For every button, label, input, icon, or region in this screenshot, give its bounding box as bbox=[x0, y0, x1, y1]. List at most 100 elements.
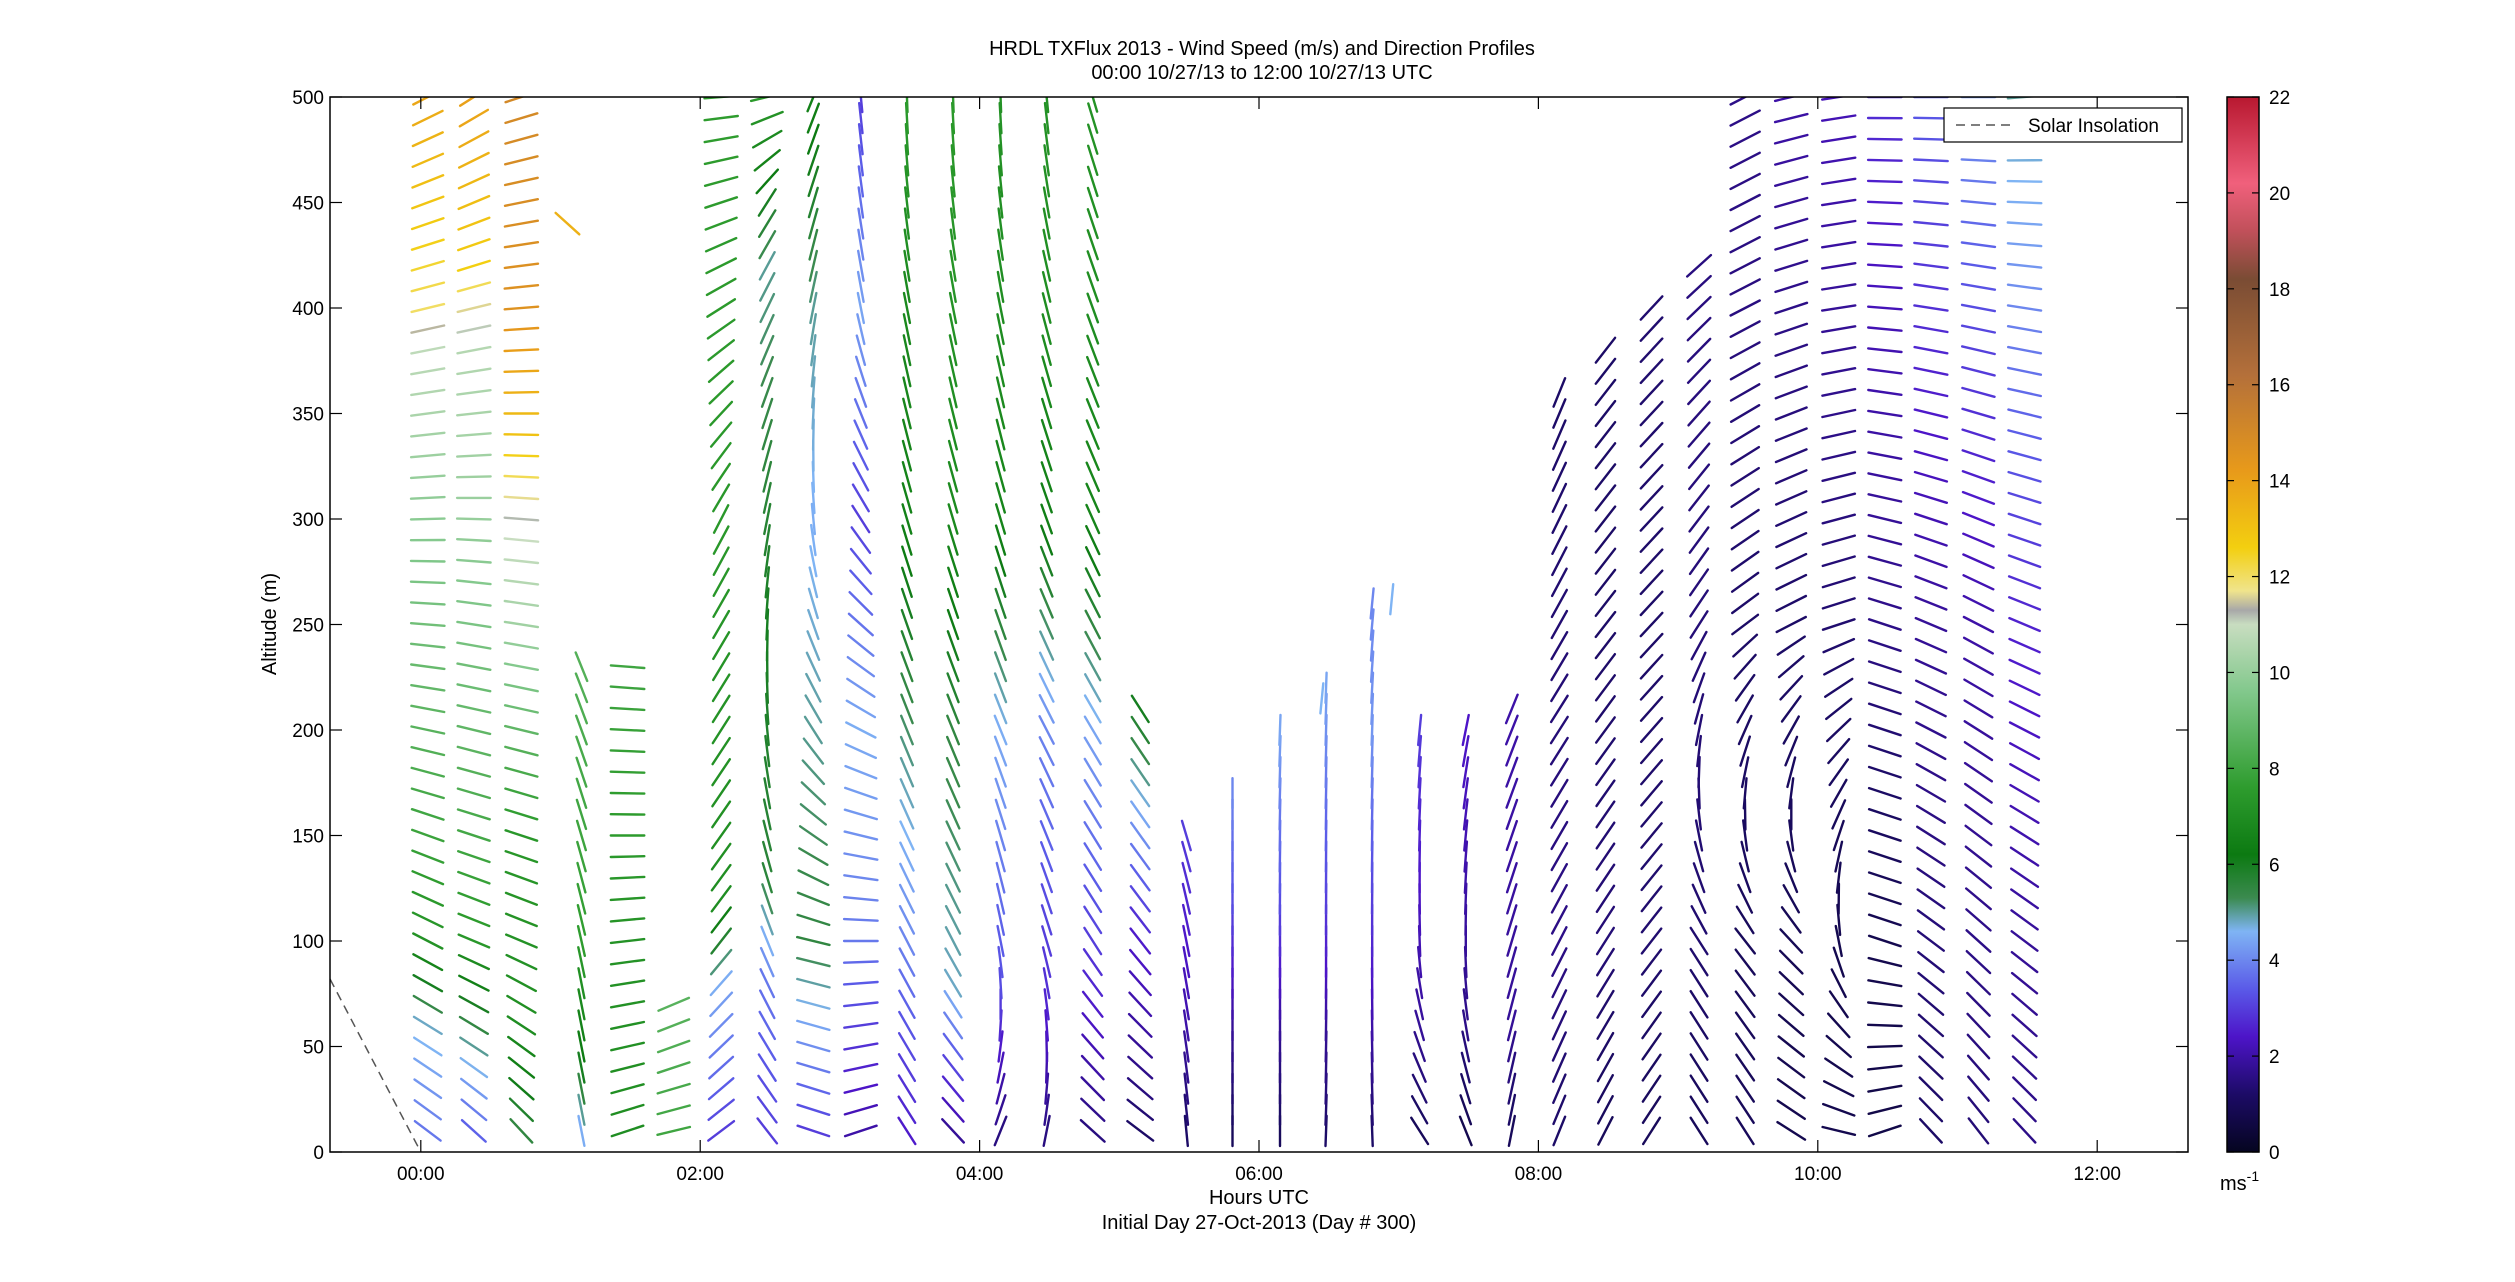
wind-arrow bbox=[1550, 884, 1568, 914]
wind-arrow bbox=[1551, 546, 1568, 577]
wind-arrow bbox=[796, 1061, 831, 1074]
wind-arrow bbox=[1821, 471, 1857, 482]
wind-arrow bbox=[456, 829, 491, 842]
wind-arrow bbox=[845, 699, 877, 719]
wind-arrow bbox=[1129, 906, 1152, 934]
wind-arrow bbox=[1821, 450, 1857, 461]
wind-arrow bbox=[1594, 674, 1617, 702]
wind-arrow bbox=[657, 1018, 691, 1033]
wind-arrow bbox=[1867, 1104, 1903, 1116]
wind-arrow bbox=[1038, 694, 1055, 724]
wind-arrow bbox=[763, 524, 771, 557]
wind-arrow bbox=[710, 885, 732, 913]
wind-arrow bbox=[857, 228, 865, 261]
wind-arrow bbox=[996, 355, 1006, 388]
wind-arrow bbox=[574, 693, 588, 725]
wind-arrow bbox=[1412, 1052, 1427, 1083]
wind-arrow bbox=[1918, 1097, 1944, 1123]
wind-arrow bbox=[1084, 630, 1102, 661]
wind-arrow bbox=[847, 634, 875, 657]
wind-arrow bbox=[1130, 800, 1151, 829]
wind-arrow bbox=[575, 777, 588, 809]
wind-arrow bbox=[1729, 109, 1761, 127]
wind-arrow bbox=[575, 798, 588, 831]
wind-arrow bbox=[709, 400, 734, 427]
wind-arrow bbox=[1821, 576, 1856, 589]
wind-arrow bbox=[946, 630, 960, 662]
wind-arrow bbox=[852, 462, 870, 492]
wind-arrow bbox=[1867, 513, 1903, 525]
wind-arrow bbox=[2006, 345, 2043, 355]
wind-arrow bbox=[457, 194, 491, 211]
wind-arrow bbox=[1041, 355, 1053, 388]
wind-arrow bbox=[1039, 841, 1054, 873]
wind-arrow bbox=[1127, 1034, 1154, 1059]
wind-arrow bbox=[1130, 737, 1151, 766]
wind-arrow bbox=[711, 800, 732, 829]
wind-arrow bbox=[1738, 862, 1752, 894]
wind-arrow bbox=[1042, 249, 1052, 282]
wind-arrow bbox=[1730, 487, 1760, 508]
wind-arrow bbox=[2007, 512, 2042, 526]
wind-arrow bbox=[1081, 1012, 1105, 1039]
wind-arrow bbox=[796, 1124, 831, 1138]
wind-arrow bbox=[704, 196, 739, 209]
wind-arrow bbox=[947, 566, 959, 598]
wind-arrow bbox=[703, 97, 737, 100]
wind-arrow bbox=[1867, 472, 1903, 482]
wind-arrow bbox=[1550, 820, 1569, 851]
wind-arrow bbox=[2006, 179, 2043, 183]
wind-arrow bbox=[997, 228, 1004, 261]
wind-arrow bbox=[1867, 765, 1902, 779]
wind-arrow bbox=[1043, 1093, 1051, 1127]
wind-arrow bbox=[1086, 292, 1100, 324]
wind-arrow bbox=[2009, 763, 2041, 782]
wind-arrow bbox=[1689, 990, 1709, 1019]
wind-arrow bbox=[1689, 589, 1709, 618]
wind-arrow bbox=[995, 397, 1006, 430]
wind-arrow bbox=[610, 1062, 645, 1073]
wind-arrow bbox=[1370, 671, 1375, 705]
wind-arrow bbox=[842, 960, 879, 964]
wind-arrow bbox=[2010, 909, 2039, 931]
wind-arrow bbox=[993, 735, 1008, 767]
wind-arrow bbox=[503, 369, 540, 373]
wind-arrow bbox=[761, 418, 773, 451]
wind-arrow bbox=[947, 545, 959, 577]
wind-arrow bbox=[1640, 843, 1663, 870]
wind-arrow bbox=[856, 270, 865, 303]
wind-arrow bbox=[1639, 695, 1664, 722]
wind-arrow bbox=[577, 1072, 586, 1105]
wind-arrow bbox=[711, 758, 731, 787]
wind-arrow bbox=[903, 270, 911, 303]
wind-arrow bbox=[1130, 694, 1150, 724]
wind-arrow bbox=[1639, 442, 1664, 469]
wind-arrow bbox=[1867, 493, 1903, 503]
wind-arrow bbox=[503, 176, 539, 187]
wind-arrow bbox=[707, 1098, 735, 1122]
wind-arrow bbox=[1085, 461, 1101, 493]
wind-arrow bbox=[1916, 930, 1946, 952]
wind-arrow bbox=[947, 461, 959, 493]
wind-arrow bbox=[855, 355, 867, 387]
colorbar-tick-label: 20 bbox=[2269, 184, 2290, 205]
wind-arrow bbox=[1461, 1009, 1470, 1042]
wind-arrow bbox=[609, 791, 646, 795]
wind-arrow bbox=[609, 728, 646, 732]
wind-arrow bbox=[1962, 657, 1994, 676]
wind-arrow bbox=[796, 1103, 831, 1117]
wind-arrow bbox=[455, 475, 492, 479]
wind-arrow bbox=[996, 313, 1005, 346]
wind-arrow bbox=[656, 1039, 691, 1054]
wind-arrow bbox=[1961, 428, 1996, 441]
wind-arrow bbox=[1777, 655, 1805, 679]
wind-arrow bbox=[950, 186, 956, 219]
wind-arrow bbox=[1552, 1094, 1567, 1126]
wind-arrow bbox=[1083, 926, 1103, 956]
wind-arrow bbox=[842, 917, 879, 922]
wind-arrow bbox=[796, 913, 831, 927]
wind-arrow bbox=[1083, 757, 1102, 787]
wind-arrow bbox=[1915, 825, 1946, 846]
wind-arrow bbox=[711, 673, 731, 703]
wind-arrow bbox=[1965, 950, 1992, 975]
